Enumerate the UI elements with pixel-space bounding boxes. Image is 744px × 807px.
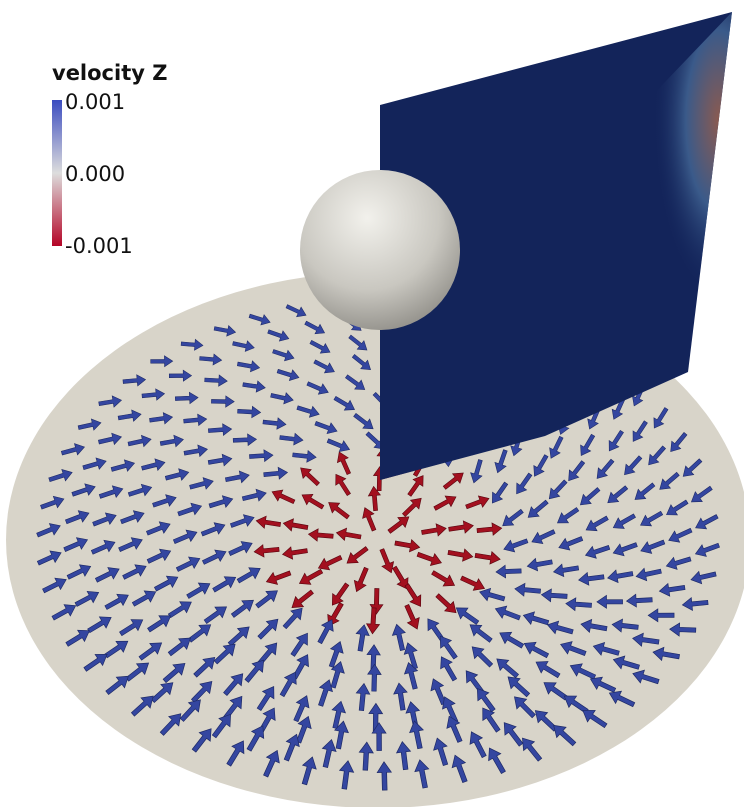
- legend-title: velocity Z: [52, 61, 167, 85]
- legend-tick: 0.000: [65, 162, 125, 186]
- legend-tick: -0.001: [65, 234, 133, 258]
- sphere: [300, 170, 460, 330]
- scene: velocity Z 0.001 0.000 -0.001: [0, 0, 744, 807]
- color-bar: [52, 100, 62, 246]
- legend-tick: 0.001: [65, 90, 125, 114]
- page: {"legend": {"title": "velocity Z", "tick…: [0, 0, 744, 807]
- color-legend: velocity Z 0.001 0.000 -0.001: [52, 61, 167, 258]
